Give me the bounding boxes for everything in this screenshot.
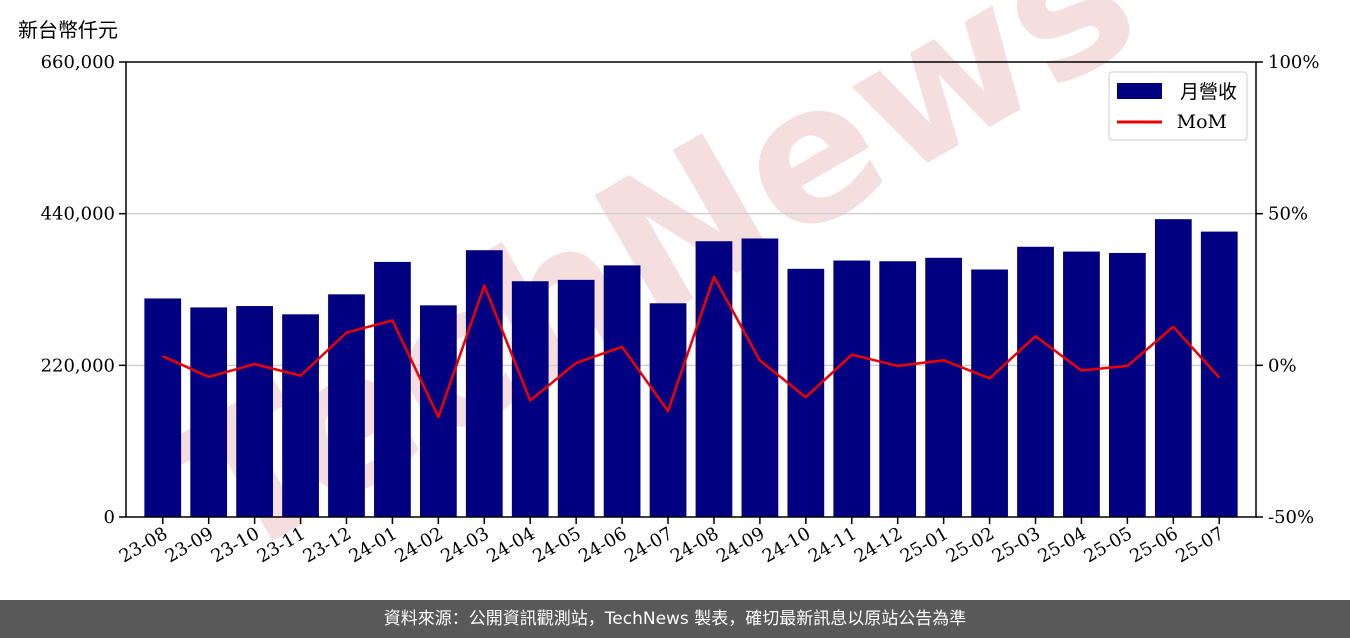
x-tick-label-24-02: 24-02 (391, 523, 446, 567)
bar-series (144, 219, 1238, 518)
x-tick-label-25-07: 25-07 (1172, 523, 1227, 567)
x-tick-label-24-11: 24-11 (805, 523, 860, 567)
x-tick-label-25-01: 25-01 (897, 523, 952, 567)
x-tick-label-24-07: 24-07 (621, 523, 676, 567)
mom-line-series (162, 275, 1221, 419)
right-tick-label: -50% (1268, 507, 1314, 528)
right-y-axis: -50% 0% 50% 100% (1256, 52, 1319, 528)
x-tick-label-24-06: 24-06 (575, 523, 630, 567)
x-tick-label-25-05: 25-05 (1080, 523, 1135, 567)
x-tick-label-25-04: 25-04 (1035, 523, 1090, 567)
bar-24-09 (741, 238, 779, 517)
bar-23-11 (282, 314, 319, 517)
bar-24-02 (419, 305, 457, 517)
bar-24-11 (833, 260, 871, 517)
legend-label-mom: MoM (1177, 111, 1227, 133)
right-tick-label: 100% (1268, 52, 1319, 73)
left-tick-label: 0 (104, 507, 115, 528)
bar-23-08 (144, 298, 182, 517)
bar-25-04 (1063, 251, 1100, 518)
bar-25-05 (1109, 252, 1146, 517)
left-y-axis: 0 220,000 440,000 660,000 (41, 52, 126, 528)
bar-25-03 (1017, 246, 1054, 517)
bar-23-09 (190, 307, 228, 517)
legend-label-revenue: 月營收 (1180, 81, 1237, 103)
right-tick-label: 50% (1268, 204, 1308, 225)
left-tick-label: 440,000 (41, 204, 115, 225)
bar-25-07 (1200, 231, 1238, 517)
x-tick-label-23-08: 23-08 (116, 523, 171, 567)
y-axis-unit-label: 新台幣仟元 (18, 18, 118, 42)
bar-25-06 (1154, 219, 1192, 517)
bar-23-12 (328, 294, 365, 517)
source-footer: 資料來源：公開資訊觀測站，TechNews 製表，確切最新訊息以原站公告為準 (0, 600, 1350, 638)
bar-24-05 (557, 279, 595, 517)
legend: 月營收 MoM (1108, 71, 1248, 141)
mom-line (162, 275, 1221, 419)
left-tick-label: 660,000 (41, 52, 115, 73)
x-tick-label-23-09: 23-09 (162, 523, 217, 567)
right-tick-label: 0% (1268, 355, 1297, 376)
bar-24-01 (374, 261, 411, 517)
bar-24-03 (465, 250, 503, 518)
x-tick-label-25-02: 25-02 (943, 523, 998, 567)
bar-25-01 (925, 257, 963, 517)
x-tick-label-24-10: 24-10 (759, 523, 814, 567)
x-tick-label-25-03: 25-03 (989, 523, 1044, 567)
plot-frame (125, 61, 1257, 518)
bar-24-12 (879, 261, 917, 517)
bar-24-10 (787, 268, 825, 517)
left-tick-label: 220,000 (41, 355, 115, 376)
legend-bar-swatch (1117, 83, 1162, 99)
x-tick-label-24-12: 24-12 (851, 523, 906, 567)
bar-24-08 (695, 241, 733, 517)
bar-23-10 (236, 306, 273, 517)
bar-24-06 (603, 265, 641, 517)
bar-25-02 (971, 269, 1008, 517)
x-tick-label-24-04: 24-04 (483, 523, 538, 567)
x-tick-label-24-08: 24-08 (667, 523, 722, 567)
plot-border (125, 61, 1257, 518)
x-tick-label-24-05: 24-05 (529, 523, 584, 567)
x-tick-label-25-06: 25-06 (1126, 523, 1181, 567)
x-tick-label-24-09: 24-09 (713, 523, 768, 567)
x-tick-label-24-03: 24-03 (437, 523, 492, 567)
